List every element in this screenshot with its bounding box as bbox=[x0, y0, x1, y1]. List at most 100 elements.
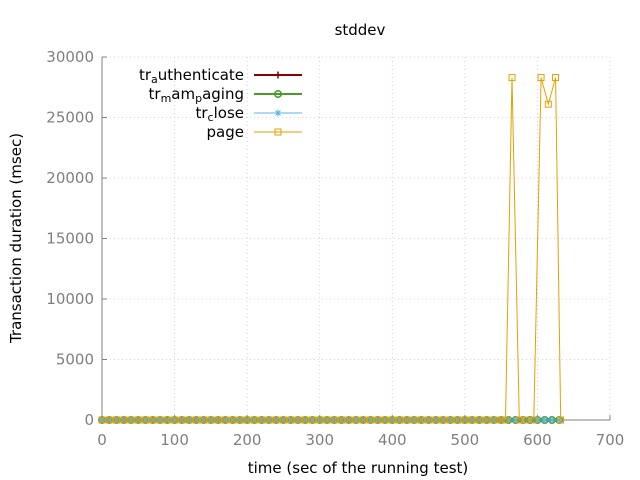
data-point bbox=[359, 416, 367, 424]
data-point bbox=[483, 416, 491, 424]
data-point bbox=[323, 416, 331, 424]
data-point bbox=[555, 416, 563, 424]
data-point bbox=[171, 416, 179, 424]
data-point bbox=[552, 74, 560, 82]
legend-label: page bbox=[207, 123, 244, 141]
data-point bbox=[301, 416, 309, 424]
x-tick-label: 200 bbox=[233, 431, 262, 449]
legend-item: page bbox=[207, 123, 302, 141]
data-point bbox=[367, 416, 375, 424]
data-point bbox=[236, 416, 244, 424]
legend-item: trclose bbox=[195, 104, 302, 124]
data-point bbox=[214, 416, 222, 424]
y-tick-label: 0 bbox=[84, 411, 94, 429]
x-tick-label: 500 bbox=[451, 431, 480, 449]
x-axis-title: time (sec of the running test) bbox=[248, 459, 469, 477]
data-point bbox=[178, 416, 186, 424]
data-point bbox=[381, 416, 389, 424]
series-3 bbox=[98, 74, 565, 424]
data-point bbox=[345, 416, 353, 424]
legend-marker bbox=[273, 90, 282, 99]
axes: 0 100 200 300 400 500 600 700 0 5000 10000 15000 200… bbox=[46, 48, 624, 449]
data-point bbox=[98, 416, 106, 424]
data-point bbox=[185, 416, 193, 424]
x-tick-label: 0 bbox=[97, 431, 107, 449]
data-point bbox=[163, 416, 171, 424]
y-tick-label: 20000 bbox=[46, 169, 94, 187]
legend-label: trclose bbox=[195, 104, 244, 124]
data-point bbox=[105, 416, 113, 424]
data-point bbox=[250, 416, 258, 424]
x-tick-label: 300 bbox=[305, 431, 334, 449]
y-tick-label: 25000 bbox=[46, 109, 94, 127]
data-point bbox=[548, 416, 556, 424]
y-tick-label: 15000 bbox=[46, 230, 94, 248]
data-point bbox=[120, 416, 128, 424]
series-line bbox=[102, 77, 562, 421]
data-point bbox=[454, 416, 462, 424]
data-point bbox=[446, 416, 454, 424]
data-point bbox=[272, 416, 280, 424]
y-axis-title: Transaction duration (msec) bbox=[7, 133, 25, 344]
data-point bbox=[497, 416, 505, 424]
data-point bbox=[501, 416, 509, 424]
y-tick-label: 10000 bbox=[46, 290, 94, 308]
data-point bbox=[200, 416, 208, 424]
data-point bbox=[243, 416, 251, 424]
data-point bbox=[134, 416, 142, 424]
legend-marker bbox=[274, 128, 282, 136]
data-point bbox=[229, 416, 237, 424]
data-point bbox=[330, 416, 338, 424]
legend-label: trmampaging bbox=[149, 85, 245, 105]
data-point bbox=[352, 416, 360, 424]
data-point bbox=[192, 416, 200, 424]
data-point bbox=[207, 416, 215, 424]
data-point bbox=[287, 416, 295, 424]
data-point bbox=[410, 416, 418, 424]
data-point bbox=[156, 416, 164, 424]
data-point bbox=[461, 416, 469, 424]
data-point bbox=[417, 416, 425, 424]
grid bbox=[101, 56, 611, 421]
legend-label: trauthenticate bbox=[139, 66, 244, 86]
data-point bbox=[530, 416, 538, 424]
data-point bbox=[541, 416, 549, 424]
data-point bbox=[439, 416, 447, 424]
data-point bbox=[468, 416, 476, 424]
legend-item: trauthenticate bbox=[139, 66, 302, 86]
data-point bbox=[475, 416, 483, 424]
data-point bbox=[508, 74, 516, 82]
data-point bbox=[308, 416, 316, 424]
x-tick-label: 100 bbox=[160, 431, 189, 449]
data-point bbox=[127, 416, 135, 424]
data-point bbox=[425, 416, 433, 424]
data-point bbox=[396, 416, 404, 424]
data-point bbox=[432, 416, 440, 424]
chart-title: stddev bbox=[335, 21, 386, 39]
data-point bbox=[537, 74, 545, 82]
x-tick-label: 400 bbox=[378, 431, 407, 449]
data-point bbox=[374, 416, 382, 424]
data-point bbox=[265, 416, 273, 424]
data-point bbox=[279, 416, 287, 424]
data-point bbox=[521, 416, 529, 424]
data-point bbox=[490, 416, 498, 424]
data-point bbox=[533, 416, 541, 424]
data-point bbox=[258, 416, 266, 424]
data-point bbox=[512, 416, 520, 424]
data-point bbox=[557, 416, 565, 424]
data-point bbox=[149, 416, 157, 424]
data-point bbox=[221, 416, 229, 424]
plot-series bbox=[98, 74, 565, 424]
data-point bbox=[544, 100, 552, 108]
x-tick-label: 700 bbox=[596, 431, 625, 449]
data-point bbox=[388, 416, 396, 424]
data-point bbox=[294, 416, 302, 424]
data-point bbox=[316, 416, 324, 424]
legend-item: trmampaging bbox=[149, 85, 302, 105]
legend-marker bbox=[274, 109, 282, 117]
x-tick-label: 600 bbox=[523, 431, 552, 449]
data-point bbox=[403, 416, 411, 424]
